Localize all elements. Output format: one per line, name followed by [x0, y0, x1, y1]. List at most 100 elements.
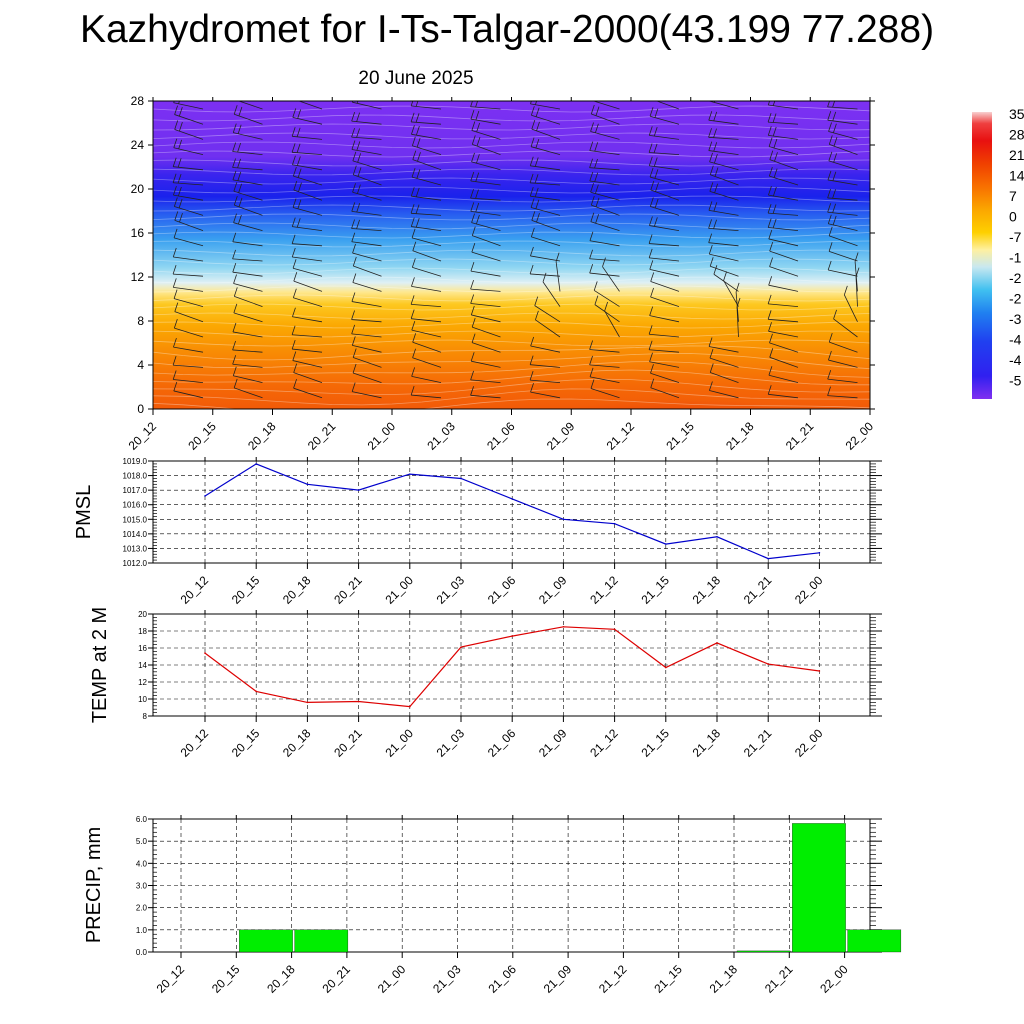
x-tick-label: 21_21 [741, 573, 775, 607]
y-tick-label: 16 [138, 644, 147, 653]
x-tick-label: 22_00 [792, 573, 826, 607]
wind-barb-shaft [411, 329, 442, 338]
wind-barb-shaft [470, 394, 501, 399]
x-tick-label: 20_15 [229, 573, 263, 607]
wind-barb-feather [470, 109, 475, 120]
wind-barb-feather [232, 322, 237, 333]
wind-barb-feather [471, 317, 476, 328]
y-tick-label: 24 [131, 138, 145, 152]
x-tick-label: 21_18 [690, 573, 724, 607]
wind-barb-feather [768, 137, 773, 147]
wind-barb-feather [535, 310, 539, 320]
isotherm [153, 321, 870, 329]
wind-barb-feather [827, 260, 832, 271]
wind-barb-feather [410, 309, 415, 319]
wind-barb-shaft [709, 357, 739, 368]
wind-barb-shaft [293, 280, 323, 292]
wind-barb-shaft [827, 395, 858, 399]
y-tick-label: 1014.0 [123, 530, 148, 539]
wind-barb-feather [172, 370, 177, 380]
wind-barb-shaft [887, 165, 917, 170]
wind-barb-feather [768, 276, 773, 286]
wind-barb-shaft [887, 289, 917, 291]
wind-barb-feather [475, 189, 479, 199]
wind-barb-feather [292, 155, 296, 165]
wind-barb-shaft [769, 266, 799, 277]
wind-barb-shaft [649, 257, 680, 262]
wind-barb-feather [352, 273, 357, 283]
wind-barb-feather [649, 197, 654, 207]
wind-barb-shaft [292, 334, 323, 338]
isotherm [153, 345, 870, 361]
wind-barb-feather [410, 204, 415, 214]
wind-barb-feather [178, 107, 183, 117]
wind-barb-shaft [829, 235, 858, 247]
wind-barb-feather [470, 171, 475, 182]
wind-barb-feather [713, 265, 718, 275]
isotherm [153, 378, 870, 395]
wind-barb-shaft [709, 253, 739, 262]
wind-barb-feather [708, 128, 712, 138]
wind-barb-feather [768, 186, 772, 196]
wind-barb-feather [535, 107, 540, 117]
wind-barb-feather [294, 90, 297, 99]
wind-barb-feather [828, 226, 833, 237]
wind-barb-feather [893, 138, 896, 147]
x-tick-label: 20_21 [320, 962, 354, 996]
wind-barb-shaft [352, 160, 382, 171]
wind-barb-feather [475, 101, 479, 108]
wind-barb-feather [233, 196, 238, 206]
wind-barb-feather [292, 351, 297, 361]
isotherm [153, 204, 870, 212]
data-point [562, 518, 565, 521]
wind-barb-shaft [768, 134, 799, 140]
x-tick-label: 21_09 [541, 962, 575, 996]
wind-barb-feather [476, 214, 480, 225]
wind-barb-feather [893, 109, 896, 118]
wind-barb-feather [768, 167, 773, 177]
wind-barb-shaft [292, 243, 323, 247]
wind-barb-feather [232, 142, 237, 152]
wind-barb-feather [296, 218, 301, 228]
wind-barb-shaft [710, 174, 739, 186]
wind-barb-shaft [352, 252, 382, 262]
wind-barb-feather [713, 142, 718, 152]
wind-barb-feather [828, 242, 833, 252]
wind-barb-feather [293, 379, 297, 389]
x-tick-label: 20_12 [178, 726, 212, 760]
wind-barb-shaft [297, 101, 323, 110]
wind-barb-feather [233, 213, 237, 223]
data-point [255, 463, 257, 465]
y-tick-label: 1016.0 [123, 501, 148, 510]
wind-barb-feather [476, 136, 481, 147]
wind-barb-shaft [768, 238, 799, 247]
wind-barb-feather [412, 333, 417, 343]
y-tick-label: 4.0 [136, 859, 148, 868]
wind-barb-feather [357, 167, 362, 177]
wind-barb-feather [768, 322, 772, 332]
cross-section-field [153, 101, 870, 409]
pmsl-panel: 1012.0 1013.0 1014.0 1015.0 1016.0 1017.0 1018… [73, 457, 882, 607]
y-tick-label: 1013.0 [123, 544, 148, 553]
y-tick-label: 0.0 [136, 948, 148, 957]
wind-barb-feather [889, 318, 892, 327]
wind-barb-feather [232, 123, 237, 133]
y-axis-title: TEMP at 2 M [89, 607, 111, 723]
wind-barb-feather [352, 151, 357, 162]
wind-barb-feather [767, 385, 772, 395]
y-tick-label: 12 [131, 270, 145, 284]
wind-barb-feather [534, 296, 539, 306]
wind-barb-feather [767, 101, 771, 106]
wind-barb-feather [291, 247, 296, 258]
wind-barb-feather [352, 363, 357, 374]
wind-barb-feather [594, 172, 599, 182]
wind-barb-shaft [589, 376, 620, 383]
wind-barb-feather [649, 306, 654, 316]
wind-barb-feather [410, 385, 415, 396]
wind-barb-shaft [411, 318, 442, 323]
wind-barb-feather [595, 106, 600, 116]
wind-barb-shaft [173, 390, 204, 399]
wind-barb-shaft [590, 221, 620, 231]
wind-barb-feather [233, 303, 238, 314]
wind-barb-feather [292, 166, 297, 177]
